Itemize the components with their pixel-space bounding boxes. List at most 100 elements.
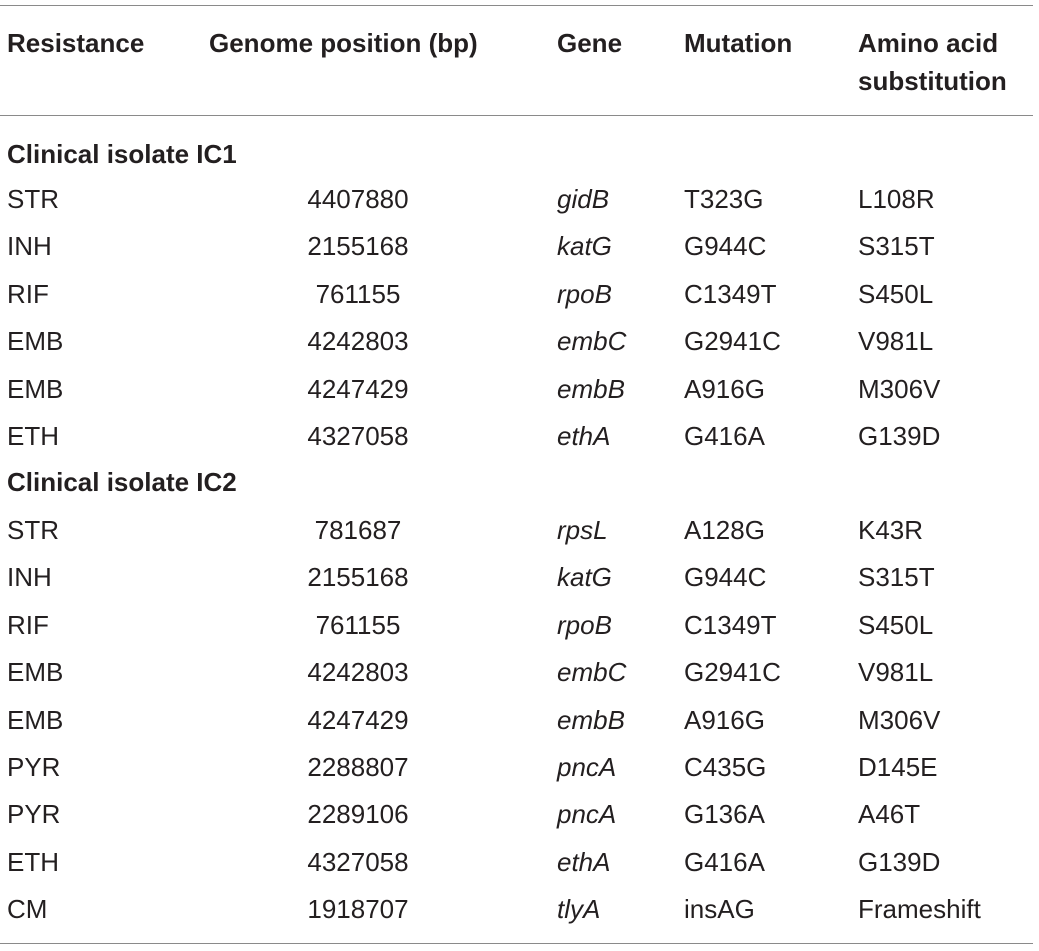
cell-genome-position: 2289106 <box>307 799 409 829</box>
cell-mutation: G416A <box>684 847 765 877</box>
cell-amino-acid-substitution: V981L <box>858 326 934 356</box>
cell-genome-position: 4247429 <box>307 374 409 404</box>
cell-genome-position: 781687 <box>314 515 402 545</box>
cell-gene: pncA <box>557 752 617 782</box>
cell-resistance: PYR <box>7 752 61 782</box>
cell-gene: rpoB <box>557 610 612 640</box>
bottom-rule <box>0 943 1033 944</box>
cell-mutation: C435G <box>684 752 767 782</box>
cell-genome-position: 4327058 <box>307 421 409 451</box>
cell-genome-position: 4247429 <box>307 705 409 735</box>
cell-resistance: PYR <box>7 799 61 829</box>
cell-mutation: G944C <box>684 231 767 261</box>
cell-gene: embB <box>557 374 625 404</box>
table-row: EMB 4247429 embB A916G M306V <box>0 705 1033 735</box>
table-row: INH 2155168 katG G944C S315T <box>0 231 1033 261</box>
cell-resistance: CM <box>7 894 48 924</box>
cell-amino-acid-substitution: Frameshift <box>858 894 981 924</box>
cell-genome-position: 4242803 <box>307 326 409 356</box>
cell-resistance: RIF <box>7 279 49 309</box>
table-row: PYR 2288807 pncA C435G D145E <box>0 752 1033 782</box>
cell-genome-position: 1918707 <box>307 894 409 924</box>
table-row: EMB 4242803 embC G2941C V981L <box>0 657 1033 687</box>
header-gene: Gene <box>557 28 623 58</box>
cell-genome-position: 4242803 <box>307 657 409 687</box>
table-row: ETH 4327058 ethA G416A G139D <box>0 847 1033 877</box>
cell-gene: ethA <box>557 847 611 877</box>
group-title: Clinical isolate IC2 <box>7 467 237 497</box>
cell-resistance: RIF <box>7 610 49 640</box>
cell-mutation: C1349T <box>684 610 777 640</box>
cell-gene: gidB <box>557 184 610 214</box>
cell-amino-acid-substitution: A46T <box>858 799 921 829</box>
header-rule <box>0 115 1033 116</box>
cell-amino-acid-substitution: D145E <box>858 752 938 782</box>
table-row: STR 4407880 gidB T323G L108R <box>0 184 1033 214</box>
cell-gene: katG <box>557 231 612 261</box>
cell-mutation: G2941C <box>684 657 781 687</box>
cell-gene: tlyA <box>557 894 601 924</box>
table-row: RIF 761155 rpoB C1349T S450L <box>0 610 1033 640</box>
cell-amino-acid-substitution: L108R <box>858 184 935 214</box>
cell-resistance: EMB <box>7 374 64 404</box>
cell-mutation: C1349T <box>684 279 777 309</box>
cell-genome-position: 2288807 <box>307 752 409 782</box>
cell-resistance: STR <box>7 515 59 545</box>
header-amino-acid-substitution: Amino acid substitution <box>858 28 1007 96</box>
cell-resistance: ETH <box>7 421 59 451</box>
table-row: CM 1918707 tlyA insAG Frameshift <box>0 894 1033 924</box>
cell-mutation: G416A <box>684 421 765 451</box>
cell-genome-position: 4407880 <box>307 184 409 214</box>
cell-amino-acid-substitution: S450L <box>858 610 934 640</box>
cell-gene: ethA <box>557 421 611 451</box>
table-row: ETH 4327058 ethA G416A G139D <box>0 421 1033 451</box>
cell-genome-position: 2155168 <box>307 231 409 261</box>
cell-genome-position: 2155168 <box>307 562 409 592</box>
cell-genome-position: 761155 <box>315 279 401 309</box>
cell-amino-acid-substitution: M306V <box>858 705 941 735</box>
cell-mutation: insAG <box>684 894 755 924</box>
cell-genome-position: 4327058 <box>307 847 409 877</box>
cell-resistance: INH <box>7 231 52 261</box>
cell-mutation: T323G <box>684 184 764 214</box>
cell-amino-acid-substitution: V981L <box>858 657 934 687</box>
cell-mutation: G2941C <box>684 326 781 356</box>
cell-mutation: G136A <box>684 799 765 829</box>
cell-mutation: A916G <box>684 374 765 404</box>
top-rule <box>0 5 1033 6</box>
cell-mutation: A916G <box>684 705 765 735</box>
header-genome-position: Genome position (bp) <box>209 28 478 58</box>
cell-amino-acid-substitution: G139D <box>858 421 941 451</box>
table-row: INH 2155168 katG G944C S315T <box>0 562 1033 592</box>
cell-gene: embB <box>557 705 625 735</box>
cell-gene: rpsL <box>557 515 608 545</box>
table-row: PYR 2289106 pncA G136A A46T <box>0 799 1033 829</box>
cell-amino-acid-substitution: S450L <box>858 279 934 309</box>
cell-amino-acid-substitution: S315T <box>858 562 935 592</box>
cell-gene: rpoB <box>557 279 612 309</box>
cell-resistance: EMB <box>7 705 64 735</box>
cell-amino-acid-substitution: K43R <box>858 515 924 545</box>
cell-gene: embC <box>557 657 627 687</box>
table-row: EMB 4242803 embC G2941C V981L <box>0 326 1033 356</box>
group-title: Clinical isolate IC1 <box>7 139 237 169</box>
cell-gene: embC <box>557 326 627 356</box>
cell-resistance: EMB <box>7 657 64 687</box>
cell-resistance: EMB <box>7 326 64 356</box>
cell-genome-position: 761155 <box>315 610 401 640</box>
cell-gene: katG <box>557 562 612 592</box>
table-row: EMB 4247429 embB A916G M306V <box>0 374 1033 404</box>
cell-resistance: ETH <box>7 847 59 877</box>
cell-amino-acid-substitution: M306V <box>858 374 941 404</box>
cell-resistance: INH <box>7 562 52 592</box>
cell-mutation: A128G <box>684 515 765 545</box>
table-row: STR 781687 rpsL A128G K43R <box>0 515 1033 545</box>
header-resistance: Resistance <box>7 28 145 58</box>
header-mutation: Mutation <box>684 28 793 58</box>
cell-resistance: STR <box>7 184 59 214</box>
cell-mutation: G944C <box>684 562 767 592</box>
cell-gene: pncA <box>557 799 617 829</box>
cell-amino-acid-substitution: S315T <box>858 231 935 261</box>
table-row: RIF 761155 rpoB C1349T S450L <box>0 279 1033 309</box>
